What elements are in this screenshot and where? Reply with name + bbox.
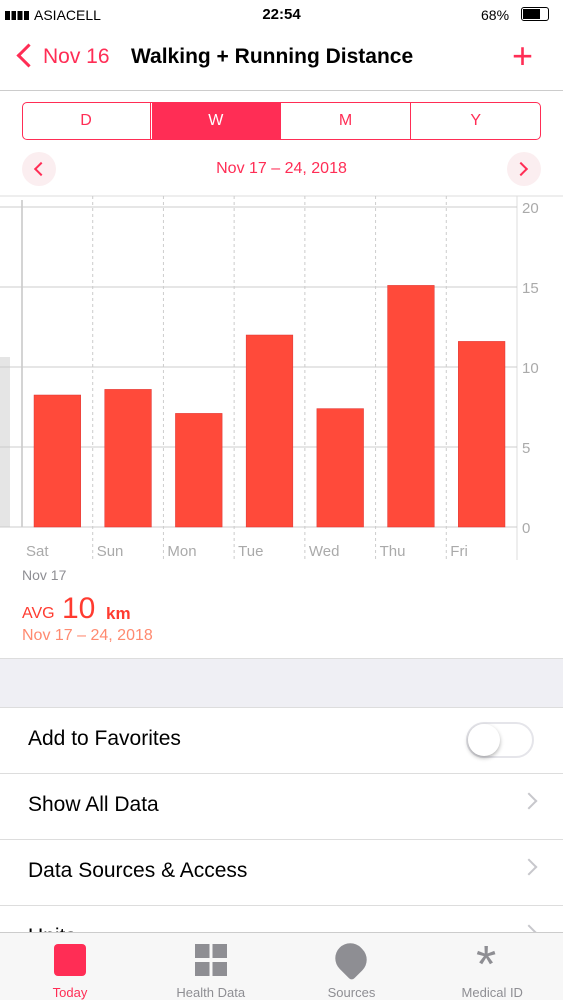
chevron [520, 858, 538, 876]
bar [104, 389, 152, 528]
x-tick-label: Sun [97, 543, 124, 560]
tab-label[interactable]: Medical ID [461, 985, 523, 1000]
add-button[interactable]: + [512, 35, 534, 76]
chevron [520, 792, 538, 810]
start-date: Nov 17 [22, 567, 67, 583]
medical-id-icon: * [476, 936, 497, 994]
segment[interactable]: D [22, 102, 151, 140]
previous-week-bar [0, 357, 10, 527]
today-icon [54, 944, 86, 976]
list-label: Show All Data [28, 793, 159, 816]
y-tick-label: 5 [522, 440, 530, 457]
y-tick-label: 20 [522, 200, 539, 217]
favorite-toggle[interactable] [466, 722, 534, 758]
battery [521, 7, 549, 21]
tab-bar [0, 932, 563, 1000]
prev-button[interactable] [22, 152, 56, 186]
carrier: ASIACELL [34, 7, 101, 23]
x-tick-label: Thu [380, 543, 406, 560]
segment[interactable]: W [151, 102, 281, 140]
tab-label[interactable]: Health Data [176, 985, 246, 1000]
divider [0, 90, 563, 91]
date-range: Nov 17 – 24, 2018 [216, 160, 347, 177]
avg-value: 10 [62, 592, 96, 625]
signal [5, 11, 29, 20]
segmented-control [22, 102, 541, 140]
list-label: Add to Favorites [28, 727, 181, 750]
bar [316, 408, 364, 528]
list-row[interactable]: Add to Favorites [0, 707, 563, 774]
next-button[interactable] [507, 152, 541, 186]
nav-title: Walking + Running Distance [131, 45, 414, 68]
list-row[interactable]: Data Sources & Access [0, 839, 563, 906]
avg-range: Nov 17 – 24, 2018 [22, 627, 153, 644]
tab-label[interactable]: Sources [327, 985, 376, 1000]
y-tick-label: 0 [522, 520, 530, 537]
tab-label[interactable]: Today [52, 985, 88, 1000]
segment[interactable]: Y [470, 112, 482, 129]
back-button[interactable]: Nov 16 [43, 45, 110, 68]
x-tick-label: Tue [238, 543, 263, 560]
bar [458, 341, 506, 528]
list-row[interactable]: Show All Data [0, 773, 563, 840]
segment[interactable]: M [282, 102, 411, 140]
bar [175, 413, 223, 528]
x-tick-label: Fri [450, 543, 468, 560]
x-tick-label: Mon [167, 543, 196, 560]
battery-level: 68% [481, 7, 510, 23]
bar [245, 334, 294, 528]
clock: 22:54 [262, 6, 301, 23]
bar [387, 285, 435, 528]
y-tick-label: 15 [522, 280, 539, 297]
section-gap [0, 658, 563, 708]
avg-label: AVG [22, 605, 55, 622]
x-tick-label: Wed [309, 543, 340, 560]
bar [33, 394, 81, 528]
list-label: Data Sources & Access [28, 859, 248, 882]
avg-unit: km [106, 604, 131, 623]
y-tick-label: 10 [522, 360, 539, 377]
x-tick-label: Sat [26, 543, 49, 560]
health-data-icon [195, 944, 227, 976]
chart: 0 5 10 15 20 Sat Sun Mon Tue Wed Thu Fri [0, 195, 563, 560]
